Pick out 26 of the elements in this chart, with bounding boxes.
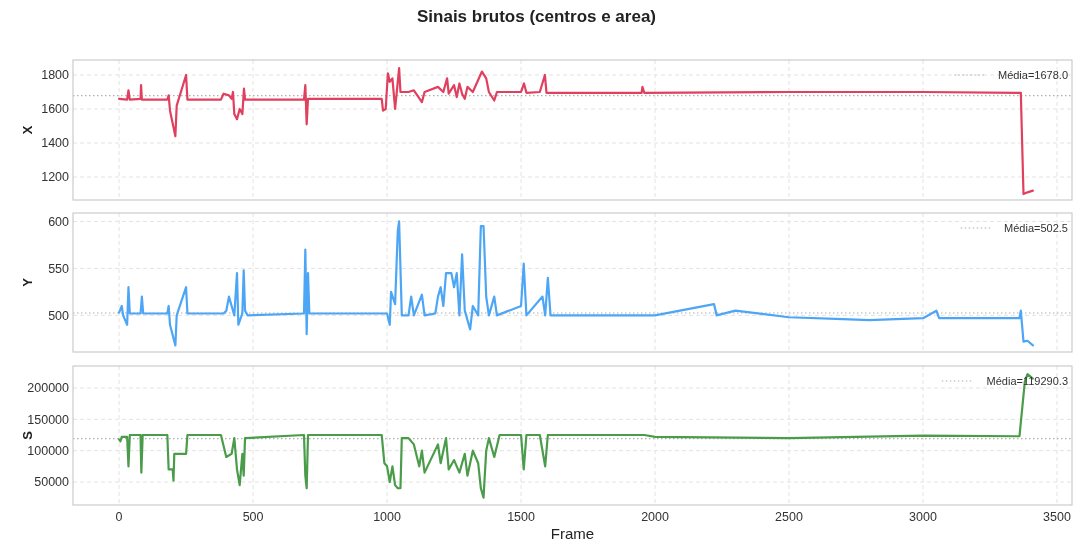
y-tick-label: 500 [48, 308, 70, 323]
y-tick-label: 50000 [34, 475, 70, 490]
y-tick-label: 150000 [27, 412, 70, 427]
x-tick-label: 1500 [507, 510, 535, 524]
legend-label: Média=1678.0 [997, 68, 1068, 81]
x-tick-label: 2500 [775, 510, 803, 524]
y-axis-title: S [20, 430, 35, 440]
x-tick-label: 1000 [373, 510, 402, 524]
y-tick-label: 1600 [41, 102, 70, 117]
y-tick-label: 1200 [41, 170, 70, 185]
y-axis-title: Y [20, 277, 35, 287]
y-tick-label: 1400 [41, 136, 70, 151]
y-tick-label: 200000 [27, 381, 70, 396]
y-tick-label: 100000 [27, 444, 70, 459]
y-tick-label: 1800 [41, 68, 70, 83]
y-tick-label: 600 [48, 214, 70, 229]
x-tick-label: 0 [115, 510, 123, 524]
chart-title: Sinais brutos (centros e area) [416, 7, 657, 26]
x-tick-label: 2000 [641, 510, 669, 524]
legend-label: Média=502.5 [1004, 221, 1068, 234]
x-tick-label: 3000 [909, 510, 937, 524]
x-tick-label: 500 [242, 510, 264, 524]
x-tick-label: 3500 [1043, 510, 1071, 524]
y-axis-title: X [20, 125, 35, 135]
x-axis-title: Frame [550, 525, 595, 542]
y-tick-label: 550 [48, 261, 70, 276]
